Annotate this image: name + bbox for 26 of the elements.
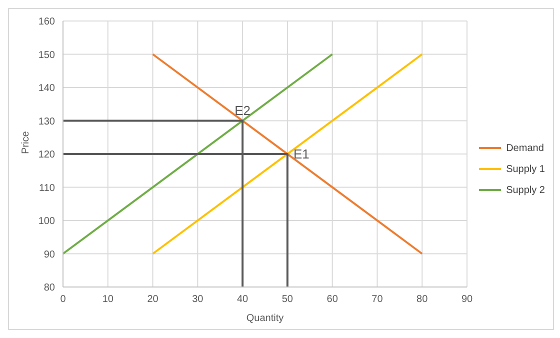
y-tick-label: 110	[39, 182, 56, 194]
x-axis-title: Quantity	[246, 313, 284, 324]
y-tick-label: 90	[44, 249, 56, 260]
annotation: E1	[293, 146, 310, 162]
y-tick-label: 130	[38, 116, 56, 128]
x-tick-label: 20	[147, 294, 159, 306]
y-tick-label: 100	[38, 216, 56, 228]
x-tick-label: 30	[192, 294, 204, 306]
legend-label: Demand	[506, 142, 544, 154]
y-axis-title: Price	[20, 130, 32, 154]
legend-label: Supply 2	[506, 184, 545, 196]
x-tick-label: 50	[282, 294, 294, 306]
x-tick-label: 70	[372, 294, 384, 306]
x-tick-label: 10	[102, 294, 114, 306]
y-tick-label: 120	[38, 150, 56, 161]
x-tick-label: 0	[60, 294, 66, 306]
x-tick-label: 90	[461, 294, 473, 306]
x-tick-label: 40	[236, 294, 249, 306]
y-tick-label: 140	[38, 83, 56, 94]
annotation: E2	[234, 102, 251, 118]
y-tick-label: 160	[38, 16, 56, 28]
x-tick-label: 80	[416, 294, 428, 306]
y-tick-label: 150	[38, 50, 56, 61]
legend-label: Supply 1	[506, 164, 545, 174]
y-tick-label: 80	[44, 282, 56, 294]
x-tick-label: 60	[326, 294, 338, 306]
